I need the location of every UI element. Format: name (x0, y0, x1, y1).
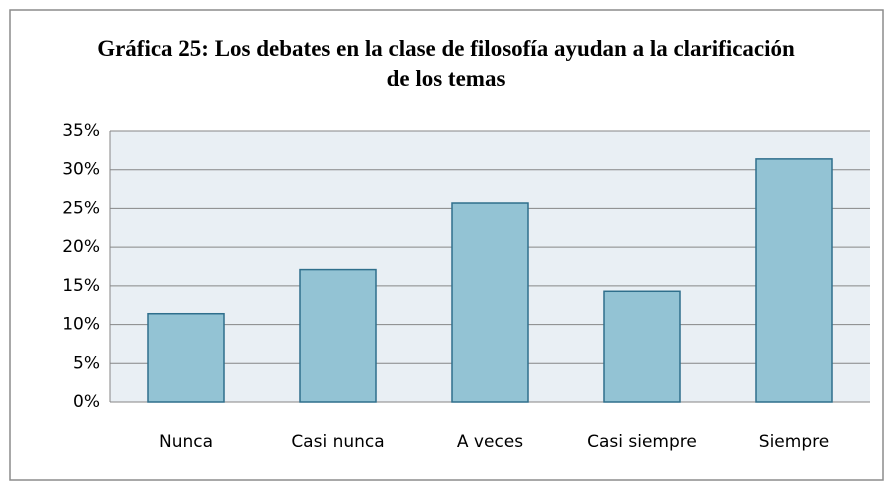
bar (755, 158, 833, 403)
x-tick-label: Casi nunca (291, 432, 384, 452)
bar (299, 268, 377, 403)
y-tick-label: 35% (62, 121, 100, 141)
y-tick-label: 0% (73, 392, 100, 412)
chart-title: Gráfica 25: Los debates en la clase de f… (97, 36, 795, 91)
x-tick-label: Nunca (159, 432, 213, 452)
bar (451, 202, 529, 403)
bar (147, 312, 225, 403)
x-tick-label: A veces (457, 432, 523, 452)
y-tick-label: 5% (73, 353, 100, 373)
x-tick-label: Casi siempre (587, 432, 697, 452)
y-tick-label: 25% (62, 198, 100, 218)
y-tick-label: 20% (62, 237, 100, 257)
bar (603, 290, 681, 403)
x-tick-label: Siempre (759, 432, 829, 452)
y-tick-label: 15% (62, 276, 100, 296)
y-tick-label: 30% (62, 160, 100, 180)
y-tick-label: 10% (62, 315, 100, 335)
